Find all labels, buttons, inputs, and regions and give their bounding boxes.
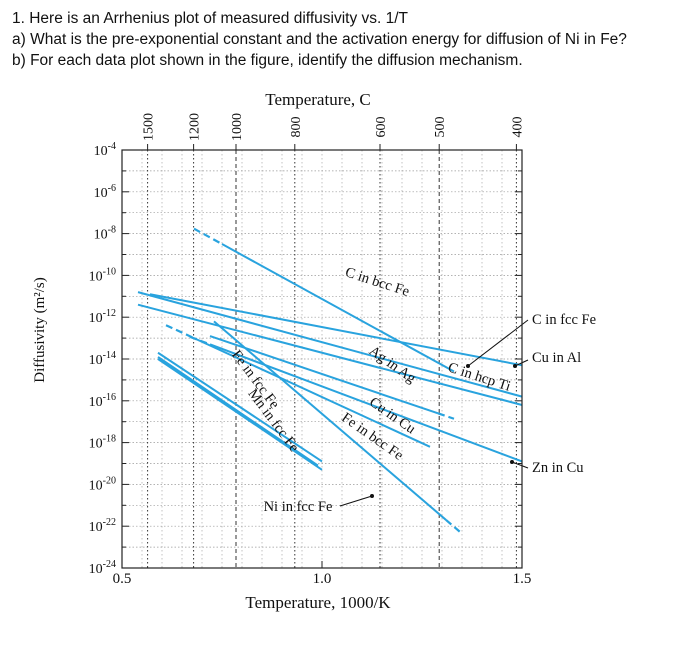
y-tick-label: 10-24 <box>89 559 116 577</box>
y-tick-label: 10-14 <box>89 350 116 368</box>
series-line <box>157 356 319 467</box>
top-tick-label: 800 <box>289 117 304 138</box>
question-text: 1. Here is an Arrhenius plot of measured… <box>12 8 692 71</box>
x-tick-label: 0.5 <box>113 571 132 587</box>
series-line-extrapolated <box>193 227 223 246</box>
y-tick-label: 10-4 <box>94 141 116 159</box>
series-line-extrapolated <box>437 412 455 420</box>
series-line <box>209 335 439 415</box>
top-tick-label: 1500 <box>142 113 157 141</box>
series-label: C in bcc Fe <box>343 264 411 300</box>
leader-arrowhead <box>513 364 517 368</box>
y-axis-title: Diffusivity (m²/s) <box>32 277 48 382</box>
series-line-extrapolated <box>445 519 463 535</box>
top-tick-label: 500 <box>433 117 448 138</box>
series-line <box>193 337 431 448</box>
y-tick-label: 10-20 <box>89 475 116 493</box>
question-line-3: b) For each data plot shown in the figur… <box>12 52 523 69</box>
axes: 1500 1200 1000 800 600 500 400 10-4 10-6 10-8 10-1… <box>89 113 532 587</box>
top-tick-label: 1200 <box>188 113 203 141</box>
series-line <box>209 343 523 463</box>
leader-arrowhead <box>370 494 374 498</box>
leader-line <box>339 495 373 507</box>
top-tick-label: 1000 <box>230 113 245 141</box>
leader-arrowhead <box>510 460 514 464</box>
y-tick-label: 10-12 <box>89 308 116 326</box>
top-tick-label: 600 <box>374 117 389 138</box>
y-tick-label: 10-18 <box>89 434 116 452</box>
leader-arrowhead <box>466 364 470 368</box>
series-line <box>157 351 323 463</box>
question-line-2: a) What is the pre-exponential constant … <box>12 31 627 48</box>
y-tick-label: 10-10 <box>89 266 116 284</box>
series-label: C in fcc Fe <box>532 312 596 328</box>
series-line <box>157 358 323 471</box>
series-label: Zn in Cu <box>532 460 584 476</box>
series-lines <box>137 227 523 535</box>
y-tick-label: 10-16 <box>89 392 116 410</box>
question-line-1: 1. Here is an Arrhenius plot of measured… <box>12 10 409 27</box>
leader-line <box>511 461 529 469</box>
series-line <box>213 320 447 521</box>
series-label: Ni in fcc Fe <box>264 499 333 515</box>
x-tick-label: 1.5 <box>513 571 532 587</box>
y-tick-label: 10-6 <box>94 183 116 201</box>
series-label: C in hcp Ti <box>446 360 513 395</box>
series-line <box>149 293 523 367</box>
series-line-extrapolated <box>165 324 195 340</box>
top-axis-title: Temperature, C <box>265 90 371 109</box>
series-line <box>137 291 523 398</box>
x-axis-title: Temperature, 1000/K <box>245 593 391 612</box>
series-label: Cu in Al <box>532 350 581 366</box>
y-tick-label: 10-22 <box>89 517 116 535</box>
leader-line <box>467 319 529 367</box>
y-tick-label: 10-8 <box>94 225 116 243</box>
x-tick-label: 1.0 <box>313 571 332 587</box>
top-tick-label: 400 <box>510 117 525 138</box>
series-line <box>221 243 455 373</box>
series-line <box>137 303 523 406</box>
